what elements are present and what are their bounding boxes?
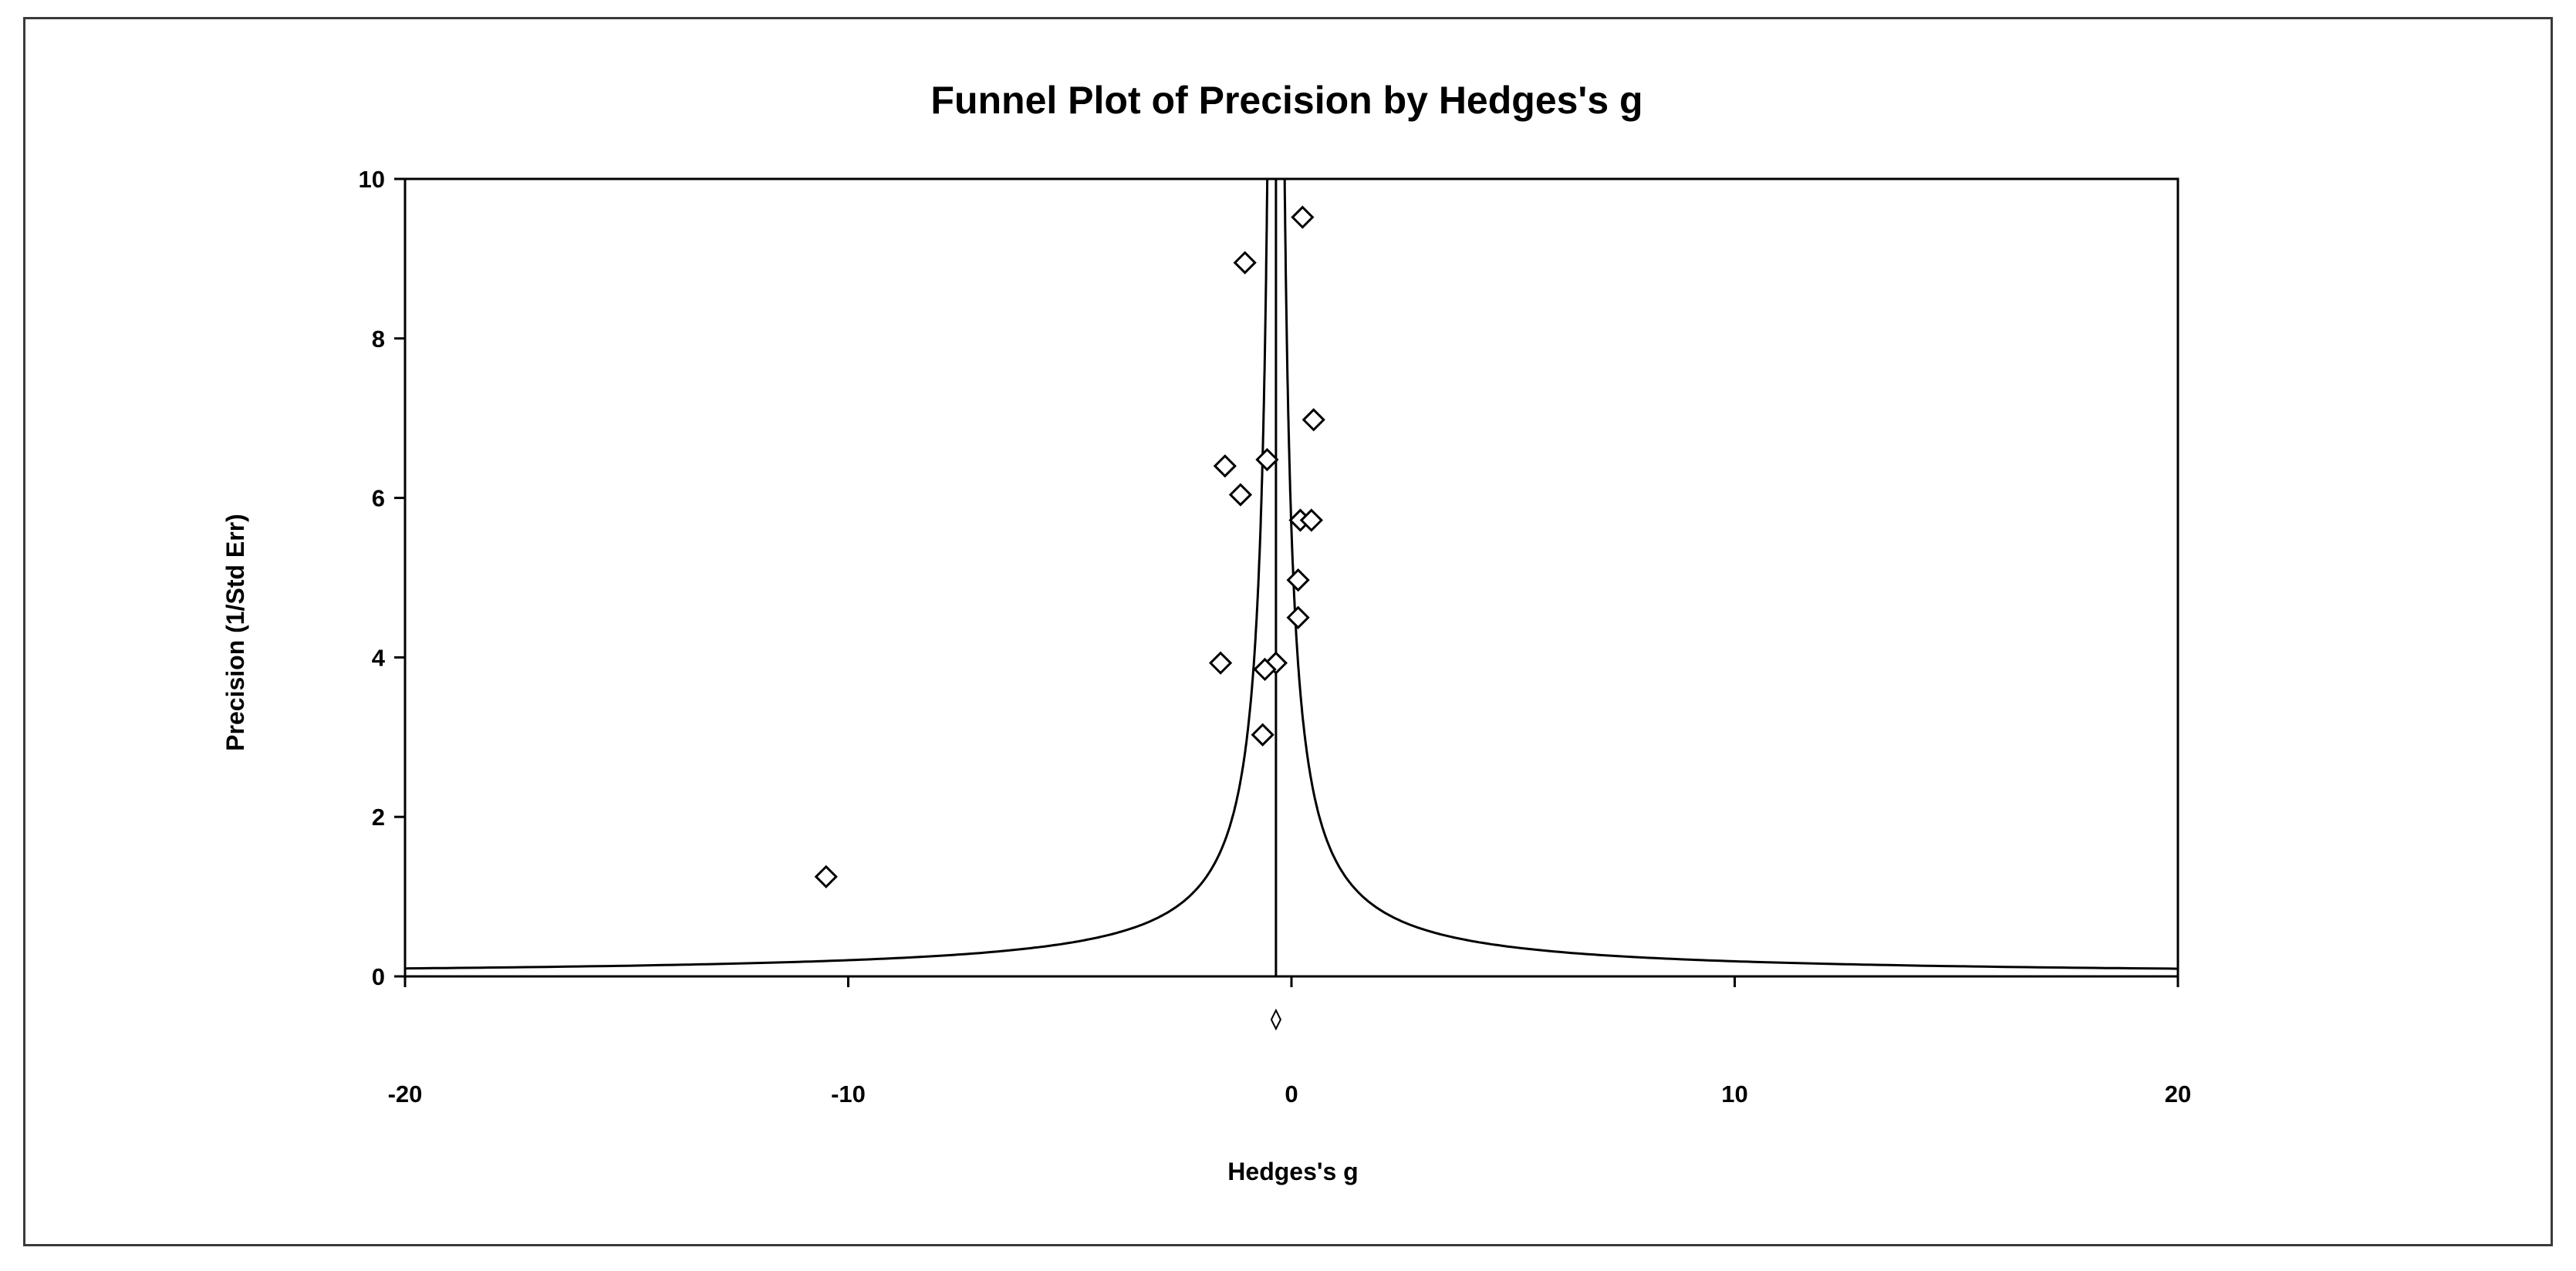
study-point xyxy=(1251,723,1274,747)
x-tick-label: 0 xyxy=(1285,1081,1298,1107)
y-tick-label: 6 xyxy=(372,485,385,512)
x-tick-label: 20 xyxy=(2165,1081,2191,1107)
y-tick-label: 4 xyxy=(372,644,386,671)
study-point xyxy=(1255,447,1279,472)
x-tick-label: 10 xyxy=(1721,1081,1747,1107)
study-point xyxy=(1233,251,1257,275)
funnel-upper-limit xyxy=(1283,178,2179,974)
study-point xyxy=(1291,205,1315,229)
y-tick-label: 0 xyxy=(372,963,385,990)
y-tick-label: 8 xyxy=(372,325,385,352)
x-tick-label: -10 xyxy=(831,1081,866,1107)
axis-ticks: 0 2 4 6 8 10 -20 -10 0 10 20 xyxy=(359,166,2192,1107)
study-point xyxy=(1208,651,1233,675)
chart-title: Funnel Plot of Precision by Hedges's g xyxy=(930,79,1642,122)
study-point xyxy=(1213,454,1237,478)
y-tick-label: 2 xyxy=(372,804,385,831)
x-tick-label: -20 xyxy=(388,1081,423,1107)
study-point xyxy=(1299,508,1323,532)
study-point xyxy=(1286,568,1310,592)
y-tick-label: 10 xyxy=(359,166,385,193)
data-points xyxy=(814,205,1325,888)
study-point xyxy=(1302,408,1325,432)
chart-frame: Funnel Plot of Precision by Hedges's g 0… xyxy=(23,17,2553,1246)
x-axis-label: Hedges's g xyxy=(1227,1158,1358,1185)
y-axis-label: Precision (1/Std Err) xyxy=(221,514,249,751)
study-point xyxy=(814,865,838,888)
funnel-lines xyxy=(403,178,2179,1031)
funnel-lower-limit xyxy=(403,178,1269,974)
study-point xyxy=(1228,483,1253,507)
funnel-plot-chart: Funnel Plot of Precision by Hedges's g 0… xyxy=(221,79,2192,1185)
pooled-effect-diamond xyxy=(1270,1008,1282,1031)
study-point xyxy=(1253,657,1277,682)
study-point xyxy=(1286,605,1310,629)
